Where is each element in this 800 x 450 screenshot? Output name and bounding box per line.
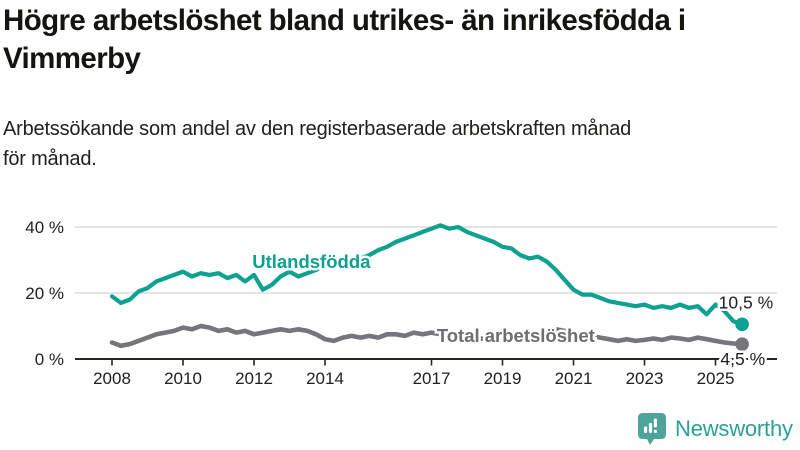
- newsworthy-logo-icon: [638, 413, 666, 445]
- x-axis-tick-label: 2025: [697, 369, 735, 388]
- newsworthy-logo: Newsworthy: [637, 412, 793, 445]
- series-endpoint-dot: [735, 337, 749, 351]
- chart-title-line-1: Högre arbetslöshet bland utrikes- än inr…: [3, 4, 686, 37]
- y-axis-tick-label: 20 %: [25, 284, 64, 303]
- chart-title: Högre arbetslöshet bland utrikes- än inr…: [3, 2, 800, 79]
- x-axis-tick-label: 2017: [413, 369, 451, 388]
- x-axis-tick-label: 2012: [235, 369, 273, 388]
- x-axis-tick-label: 2023: [626, 369, 664, 388]
- series-line-total: [109, 323, 745, 349]
- x-axis-tick-label: 2014: [306, 369, 344, 388]
- bar-chart-exclamation-glyph: [644, 418, 657, 433]
- series-endpoint-dot: [735, 317, 749, 332]
- chart-subtitle-line-1: Arbetssökande som andel av den registerb…: [3, 118, 632, 140]
- newsworthy-logo-text: Newsworthy: [675, 415, 793, 441]
- x-axis-tick-label: 2008: [93, 369, 131, 388]
- series-line-utlandsfodda: [109, 223, 745, 327]
- series-name-label-total: Total arbetslöshet: [437, 325, 595, 346]
- x-axis-tick-label: 2019: [484, 369, 522, 388]
- chart-subtitle: Arbetssökande som andel av den registerb…: [3, 114, 800, 174]
- x-axis-tick-label: 2021: [555, 369, 593, 388]
- series-end-value-label: 10,5 %: [719, 292, 773, 312]
- x-axis-tick-label: 2010: [164, 369, 202, 388]
- chart-title-line-2: Vimmerby: [3, 42, 141, 76]
- series-end-value-label: 4,5 %: [720, 349, 765, 369]
- y-axis-tick-label: 40 %: [25, 218, 64, 237]
- chart-subtitle-line-2: för månad.: [3, 148, 97, 170]
- series-name-label-utlandsfodda: Utlandsfödda: [252, 251, 371, 272]
- y-axis-tick-label: 0 %: [35, 350, 64, 369]
